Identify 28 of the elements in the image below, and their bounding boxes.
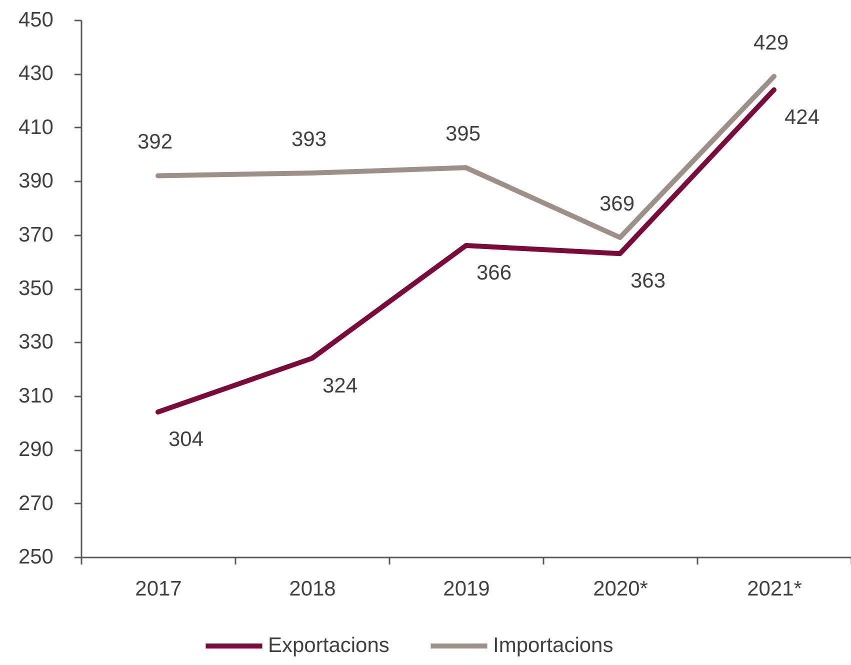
x-tick-label: 2019 — [443, 578, 490, 600]
y-tick-label: 330 — [18, 330, 54, 354]
data-label: 424 — [784, 106, 820, 129]
y-tick-label: 270 — [18, 492, 54, 515]
y-tick-label: 370 — [18, 223, 54, 246]
y-tick-label: 290 — [18, 438, 54, 462]
x-tick-label: 2018 — [289, 578, 336, 600]
x-tick-label: 2017 — [135, 578, 182, 600]
data-label: 369 — [599, 192, 635, 216]
data-label: 366 — [476, 262, 512, 285]
data-label: 392 — [137, 130, 173, 154]
x-tick-label: 2021* — [747, 578, 802, 600]
data-label: 393 — [291, 128, 327, 152]
y-tick-label: 450 — [18, 8, 54, 32]
y-tick-label: 250 — [18, 546, 54, 568]
data-label: 324 — [322, 374, 358, 398]
y-tick-label: 410 — [18, 116, 54, 139]
y-tick-label: 430 — [18, 62, 54, 86]
legend-label: Exportacions — [268, 634, 390, 657]
data-label: 395 — [445, 122, 481, 146]
data-label: 429 — [753, 31, 789, 54]
y-tick-label: 390 — [18, 170, 54, 193]
y-tick-label: 310 — [18, 384, 54, 408]
legend-label: Importacions — [493, 634, 614, 657]
y-tick-label: 350 — [18, 277, 54, 300]
data-label: 363 — [630, 270, 666, 293]
x-tick-label: 2020* — [593, 578, 648, 600]
data-label: 304 — [168, 428, 204, 452]
